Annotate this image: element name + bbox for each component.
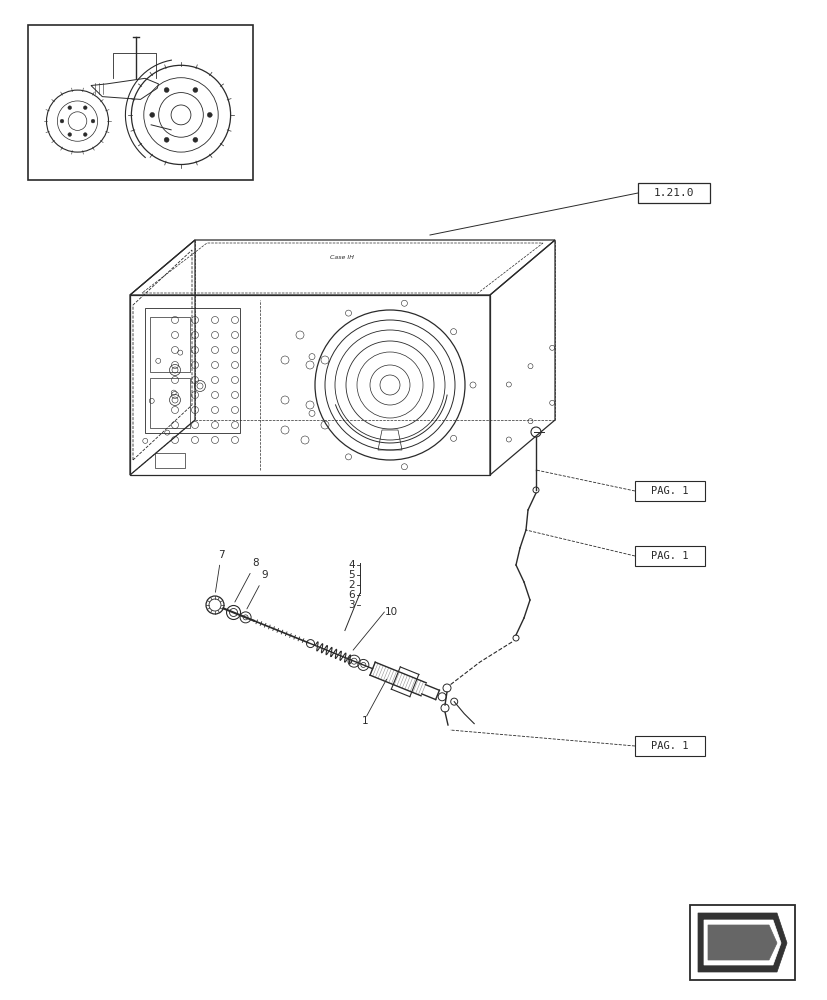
Circle shape bbox=[84, 106, 87, 110]
Circle shape bbox=[193, 88, 198, 92]
Text: 5: 5 bbox=[348, 570, 355, 580]
Polygon shape bbox=[697, 913, 786, 972]
Bar bbox=[634, 736, 704, 756]
Circle shape bbox=[60, 119, 64, 123]
Bar bbox=[28, 25, 253, 180]
Text: 3: 3 bbox=[348, 600, 355, 610]
Circle shape bbox=[150, 112, 155, 117]
Text: 10: 10 bbox=[384, 607, 397, 617]
Text: 7: 7 bbox=[215, 550, 224, 592]
Circle shape bbox=[164, 88, 169, 92]
Bar bbox=[634, 546, 704, 566]
Bar bbox=[634, 481, 704, 501]
Text: PAG. 1: PAG. 1 bbox=[651, 741, 688, 751]
Text: 2: 2 bbox=[348, 580, 355, 590]
Bar bbox=[638, 183, 709, 203]
Circle shape bbox=[164, 137, 169, 142]
Bar bbox=[150, 317, 189, 372]
Bar bbox=[689, 905, 794, 980]
Text: PAG. 1: PAG. 1 bbox=[651, 551, 688, 561]
Bar bbox=[145, 308, 240, 433]
Polygon shape bbox=[703, 920, 780, 965]
Text: 6: 6 bbox=[348, 590, 355, 600]
Circle shape bbox=[207, 112, 212, 117]
Polygon shape bbox=[707, 925, 776, 960]
Bar bbox=[155, 453, 184, 468]
Circle shape bbox=[84, 133, 87, 136]
Text: 8: 8 bbox=[235, 558, 259, 602]
Circle shape bbox=[68, 133, 71, 136]
Circle shape bbox=[193, 137, 198, 142]
Circle shape bbox=[68, 106, 71, 110]
Text: 9: 9 bbox=[246, 570, 268, 609]
Text: Case IH: Case IH bbox=[330, 255, 354, 260]
Text: 4: 4 bbox=[348, 560, 355, 570]
Text: 1: 1 bbox=[361, 716, 367, 726]
Circle shape bbox=[91, 119, 95, 123]
Bar bbox=[150, 378, 189, 428]
Text: 1.21.0: 1.21.0 bbox=[653, 188, 693, 198]
Text: PAG. 1: PAG. 1 bbox=[651, 486, 688, 496]
